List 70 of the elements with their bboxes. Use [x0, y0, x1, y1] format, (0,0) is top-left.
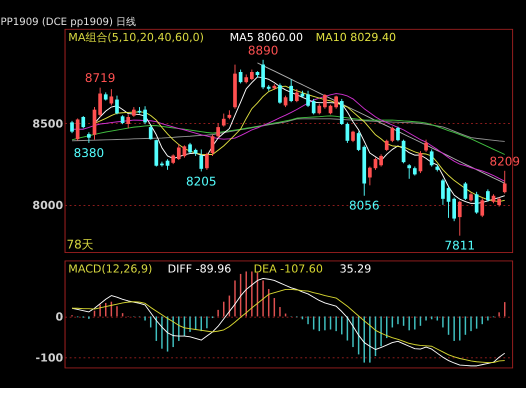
candlestick: [205, 152, 209, 170]
candlestick: [317, 103, 322, 115]
candlestick: [374, 157, 378, 170]
y-tick-label: 8500: [32, 118, 64, 131]
annotation: 8056: [348, 198, 380, 213]
candlestick: [356, 131, 360, 152]
candlestick: [294, 88, 299, 103]
y-tick-label: 0: [56, 310, 64, 324]
series-label: DIFF -89.96: [168, 262, 232, 276]
text: MA5 8060.00: [230, 30, 304, 44]
candlestick: [199, 148, 204, 172]
candlestick: [284, 95, 288, 108]
candlestick: [368, 166, 372, 186]
candlestick: [222, 113, 226, 128]
candlestick: [176, 144, 181, 161]
annotation: 8205: [186, 174, 217, 188]
candlestick: [351, 130, 355, 143]
candlestick: [430, 148, 434, 168]
annotation: 8890: [248, 43, 278, 58]
candlestick: [216, 122, 220, 138]
text: MA10 8029.40: [316, 30, 396, 44]
candlestick: [502, 170, 507, 194]
y-tick-label: -100: [36, 351, 64, 364]
annotation: 8719: [84, 71, 116, 86]
candlestick: [148, 125, 153, 140]
candlestick: [289, 78, 294, 103]
candlestick: [418, 150, 422, 174]
candlestick: [115, 95, 119, 115]
legend-title: MA组合(5,10,20,40,60,0): [68, 30, 204, 44]
candlestick: [210, 134, 214, 156]
candlestick: [81, 116, 86, 129]
candlestick: [346, 122, 350, 144]
candlestick: [458, 200, 462, 236]
candlestick: [396, 126, 400, 142]
line-series: [72, 278, 506, 366]
candlestick: [238, 69, 242, 84]
candlestick: [402, 139, 406, 164]
candlestick: [486, 188, 490, 202]
candlestick: [452, 197, 456, 222]
candlestick: [390, 126, 394, 143]
line-series: [72, 288, 506, 364]
candlestick: [474, 191, 478, 214]
candlestick: [464, 182, 468, 200]
candlestick: [182, 144, 186, 158]
annotation: 8380: [74, 146, 104, 160]
candlestick: [110, 88, 114, 106]
candlestick: [334, 95, 338, 110]
candlestick: [379, 154, 383, 168]
candlestick: [126, 114, 130, 129]
legend-title: MACD(12,26,9): [68, 262, 152, 276]
candlestick: [188, 142, 192, 154]
candlestick: [98, 87, 102, 118]
candlestick: [340, 98, 344, 126]
annotation: 78天: [66, 237, 94, 252]
candlestick: [250, 69, 254, 81]
candlestick: [312, 98, 316, 115]
annotation: 7811: [444, 238, 476, 253]
candlestick: [76, 118, 80, 141]
annotation: 35.29: [340, 262, 372, 276]
candlestick: [384, 139, 389, 152]
series-label: DEA -107.60: [254, 262, 323, 276]
candlestick: [70, 120, 74, 134]
candlestick: [424, 139, 428, 152]
candlestick: [132, 106, 136, 118]
candlestick: [171, 154, 176, 165]
candlestick: [480, 198, 484, 218]
candlestick: [87, 132, 91, 144]
y-tick-label: 8000: [32, 199, 64, 212]
chart-title: PP1909 (DCE pp1909) 日线: [0, 16, 136, 28]
candlestick: [278, 82, 282, 104]
